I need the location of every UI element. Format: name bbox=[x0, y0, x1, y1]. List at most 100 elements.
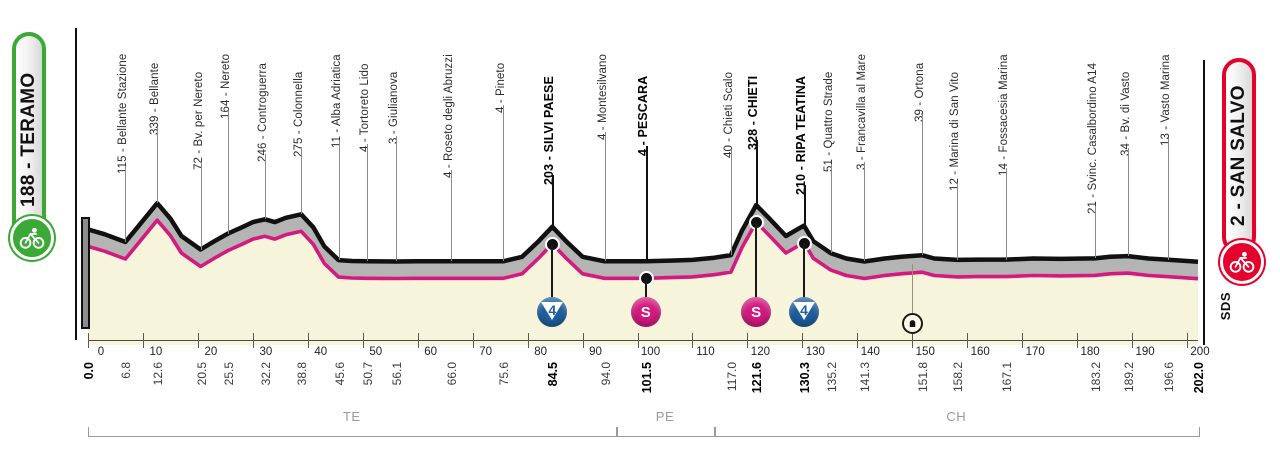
km-tick-label: 130 bbox=[805, 346, 825, 358]
km-tick bbox=[472, 333, 474, 348]
km-tick-label: 50 bbox=[369, 346, 383, 358]
km-tick-label: 170 bbox=[1025, 346, 1045, 358]
distance-label: 135.2 bbox=[824, 362, 839, 393]
place-leader-line bbox=[730, 150, 732, 256]
km-tick bbox=[582, 333, 584, 348]
climb-triangle-icon bbox=[541, 302, 564, 320]
place-label: 246 - Controguerra bbox=[256, 63, 269, 162]
distance-label: 183.2 bbox=[1088, 362, 1103, 393]
sprint-marker[interactable]: S bbox=[630, 297, 661, 327]
climb-category-number: 4 bbox=[548, 302, 557, 318]
distance-label: 0.0 bbox=[82, 362, 96, 380]
start-cyclist-icon bbox=[10, 216, 54, 260]
finish-location-plate: 2 - SAN SALVO bbox=[1222, 58, 1256, 254]
place-label: 339 - Bellante bbox=[149, 62, 162, 135]
place-label: 4 - Roseto degli Abruzzi bbox=[442, 54, 455, 178]
place-label: 39 - Ortona bbox=[914, 62, 927, 122]
place-leader-line bbox=[503, 105, 505, 262]
distance-label: 75.6 bbox=[497, 362, 512, 386]
poi-stem-line bbox=[803, 242, 805, 297]
km-tick bbox=[197, 333, 199, 348]
place-leader-line bbox=[366, 144, 368, 262]
place-label: 72 - Bv. per Nereto bbox=[192, 71, 205, 170]
place-leader-line bbox=[1168, 138, 1170, 260]
place-leader-line bbox=[864, 162, 866, 262]
distance-label: 130.3 bbox=[798, 362, 812, 394]
climb-marker[interactable]: 4 bbox=[537, 297, 568, 327]
place-leader-line bbox=[157, 127, 159, 204]
place-label: 14 - Fossacesia Marina bbox=[998, 54, 1011, 176]
province-bracket bbox=[88, 427, 618, 437]
km-tick bbox=[88, 333, 89, 348]
place-leader-line bbox=[301, 149, 303, 215]
climb-marker[interactable]: 4 bbox=[789, 297, 819, 327]
place-label: 51 - Quattro Strade bbox=[822, 71, 835, 172]
start-axis-rule bbox=[75, 28, 77, 340]
province-label: PE bbox=[655, 409, 675, 424]
distance-label: 6.8 bbox=[119, 362, 134, 379]
place-leader-line bbox=[450, 170, 452, 262]
feed-zone-icon bbox=[902, 313, 924, 334]
km-tick-label: 0 bbox=[97, 346, 105, 358]
place-label: 210 - RIPA TEATINA bbox=[794, 76, 808, 195]
km-tick-label: 40 bbox=[314, 346, 328, 358]
km-tick-label: 60 bbox=[424, 346, 438, 358]
km-tick bbox=[527, 333, 529, 348]
distance-label: 121.6 bbox=[750, 362, 765, 394]
place-label: 115 - Bellante Stazione bbox=[117, 53, 130, 174]
place-leader-line bbox=[264, 154, 266, 220]
distance-label: 196.6 bbox=[1162, 362, 1177, 393]
place-leader-line bbox=[604, 132, 606, 262]
province-bracket bbox=[714, 427, 1200, 437]
distance-label: 66.0 bbox=[444, 362, 459, 386]
distance-label: 38.8 bbox=[295, 362, 310, 386]
km-tick-label: 30 bbox=[259, 346, 273, 358]
province-bracket bbox=[615, 427, 717, 437]
km-tick-label: 190 bbox=[1135, 346, 1155, 358]
place-label: 4 - PESCARA bbox=[635, 75, 650, 156]
place-leader-line bbox=[200, 162, 202, 250]
km-tick-label: 180 bbox=[1080, 346, 1100, 358]
distance-label: 32.2 bbox=[258, 362, 273, 386]
km-tick bbox=[307, 333, 309, 348]
distance-label: 202.0 bbox=[1192, 362, 1206, 394]
km-tick-label: 200 bbox=[1190, 346, 1210, 358]
finish-axis-rule bbox=[1203, 60, 1205, 345]
km-tick-label: 100 bbox=[640, 346, 661, 358]
place-leader-line bbox=[804, 185, 806, 226]
km-tick bbox=[417, 333, 419, 348]
km-tick-label: 90 bbox=[589, 346, 602, 358]
place-label: 3 - Giulianova bbox=[388, 71, 401, 144]
place-label: 328 - CHIETI bbox=[746, 75, 761, 150]
km-tick bbox=[857, 333, 859, 348]
km-tick bbox=[1077, 333, 1079, 348]
place-label: 3 - Francavilla al Mare bbox=[856, 53, 869, 170]
km-tick bbox=[252, 333, 254, 348]
place-label: 164 - Nereto bbox=[220, 53, 233, 119]
climb-category-number: 4 bbox=[800, 302, 808, 318]
place-leader-line bbox=[1006, 168, 1008, 260]
km-tick bbox=[747, 333, 749, 348]
distance-label: 167.1 bbox=[1000, 362, 1015, 393]
distance-label: 50.7 bbox=[360, 362, 375, 386]
sprint-marker[interactable]: S bbox=[741, 297, 772, 327]
poi-stem-line bbox=[551, 243, 554, 297]
start-location-plate: 188 - TERAMO bbox=[12, 32, 46, 247]
place-label: 13 - Vasto Marina bbox=[1160, 54, 1173, 146]
km-tick-label: 20 bbox=[204, 346, 218, 358]
distance-label: 84.5 bbox=[546, 362, 561, 387]
km-tick-label: 70 bbox=[479, 346, 493, 358]
km-tick bbox=[142, 333, 144, 348]
km-tick bbox=[1187, 333, 1188, 348]
distance-label: 151.8 bbox=[916, 362, 931, 393]
km-tick bbox=[1022, 333, 1024, 348]
km-tick bbox=[912, 333, 914, 348]
km-tick bbox=[637, 333, 639, 348]
place-label: 203 - SILVI PAESE bbox=[542, 76, 557, 185]
place-label: 4 - Pineto bbox=[495, 62, 508, 113]
climb-triangle-icon bbox=[793, 302, 815, 320]
km-tick-label: 160 bbox=[970, 346, 990, 358]
km-tick-label: 80 bbox=[534, 346, 547, 358]
distance-label: 141.3 bbox=[858, 362, 873, 393]
